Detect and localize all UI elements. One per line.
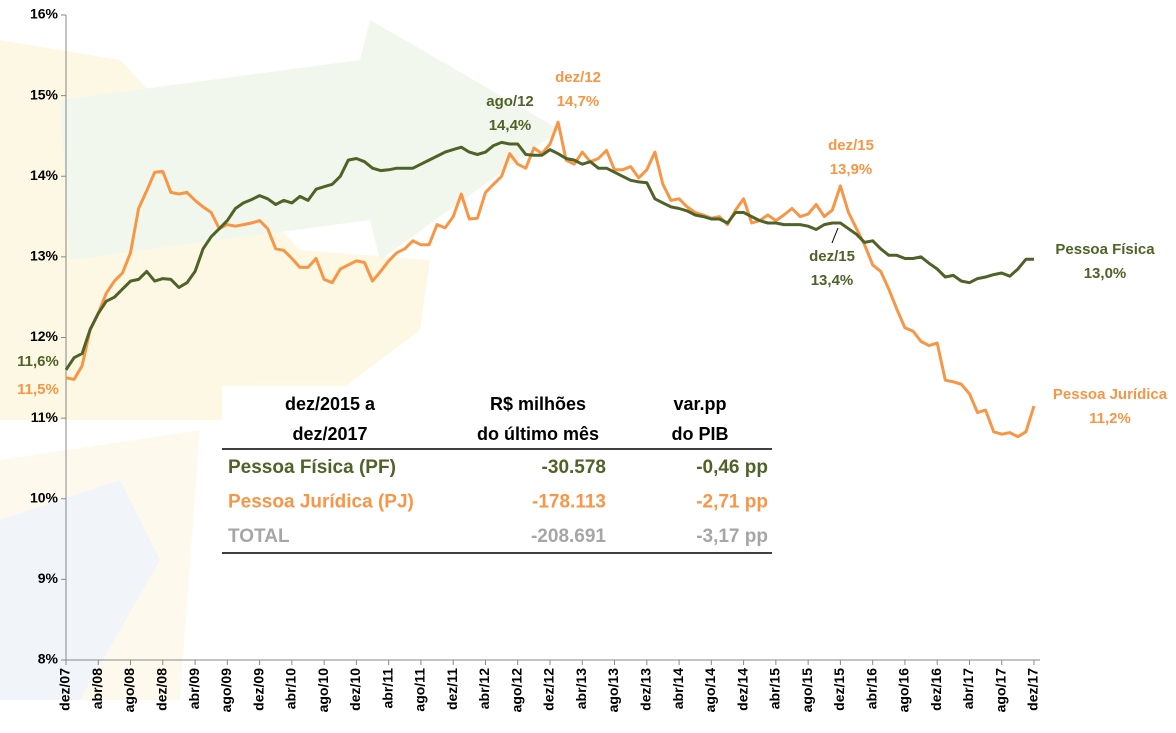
table-background	[222, 386, 774, 554]
x-tick-label: dez/10	[347, 668, 363, 711]
table-row-pp: -2,71 pp	[696, 492, 768, 513]
x-tick-label: ago/08	[121, 668, 137, 713]
table-row-label: Pessoa Física (PF)	[228, 457, 396, 478]
annotation: 11,5%	[17, 381, 59, 398]
x-tick-label: dez/15	[831, 668, 847, 711]
series-end-value: 11,2%	[1089, 410, 1131, 427]
bg-arrow	[0, 480, 160, 700]
y-tick-label: 8%	[38, 651, 59, 667]
x-tick-label: abr/16	[863, 668, 879, 709]
x-tick-label: ago/14	[702, 668, 718, 713]
x-tick-label: dez/11	[444, 668, 460, 710]
series-line	[65, 120, 1036, 439]
table-header: dez/2015 a	[285, 394, 376, 414]
leader-line	[831, 227, 839, 244]
annotation: 14,7%	[557, 93, 600, 110]
x-tick-label: abr/17	[960, 668, 976, 709]
series-label: Pessoa Física	[1055, 241, 1155, 258]
table-row-label: Pessoa Jurídica (PJ)	[228, 492, 414, 513]
annotation: 11,6%	[17, 353, 59, 370]
x-tick-label: abr/14	[670, 668, 686, 709]
y-tick-label: 11%	[31, 409, 59, 425]
x-tick-label: dez/13	[638, 668, 654, 711]
y-tick-label: 15%	[30, 86, 59, 102]
x-tick-label: ago/11	[412, 668, 428, 712]
table-row-value: -208.691	[531, 526, 606, 547]
x-tick-label: dez/07	[57, 668, 73, 711]
x-tick-label: abr/09	[186, 668, 202, 709]
table-row-value: -30.578	[542, 457, 606, 478]
y-tick-label: 10%	[30, 489, 59, 505]
table-header: var.pp	[673, 394, 726, 414]
x-tick-label: dez/16	[928, 668, 944, 711]
x-tick-label: ago/10	[315, 668, 331, 713]
table-row-label: TOTAL	[228, 526, 290, 547]
y-tick-label: 9%	[38, 570, 59, 586]
table-row-value: -178.113	[532, 492, 606, 513]
annotation: 14,4%	[489, 117, 532, 134]
x-tick-label: ago/13	[605, 668, 621, 713]
x-tick-label: abr/13	[573, 668, 589, 709]
y-tick-label: 16%	[30, 6, 59, 22]
y-tick-label: 14%	[30, 167, 59, 183]
annotation: dez/15	[809, 248, 855, 265]
annotation: ago/12	[486, 93, 534, 110]
x-tick-label: ago/16	[896, 668, 912, 713]
annotation: 13,9%	[830, 161, 873, 178]
x-tick-label: abr/10	[283, 668, 299, 709]
table-row-pp: -0,46 pp	[696, 457, 768, 478]
annotation: 13,4%	[811, 272, 854, 289]
x-tick-label: abr/08	[89, 668, 105, 709]
x-tick-label: dez/08	[154, 668, 170, 711]
annotation: dez/15	[828, 137, 874, 154]
series-line	[64, 140, 1034, 371]
x-tick-label: abr/15	[767, 668, 783, 709]
series-end-value: 13,0%	[1084, 265, 1127, 282]
x-tick-label: abr/11	[379, 668, 395, 709]
table-row-pp: -3,17 pp	[696, 526, 768, 547]
table-header: dez/2017	[292, 424, 367, 444]
table-header: R$ milhões	[490, 394, 586, 414]
annotation: dez/12	[555, 69, 601, 86]
x-tick-label: ago/12	[508, 668, 524, 713]
table-header: do último mês	[477, 424, 599, 444]
x-tick-label: ago/09	[218, 668, 234, 713]
x-tick-label: dez/12	[541, 668, 557, 711]
series-label: Pessoa Jurídica	[1053, 386, 1168, 403]
bg-arrow	[60, 20, 560, 260]
x-tick-label: dez/17	[1025, 668, 1041, 711]
y-tick-label: 13%	[30, 248, 59, 264]
table-header: do PIB	[672, 424, 729, 444]
x-tick-label: abr/12	[476, 668, 492, 709]
x-tick-label: ago/15	[799, 668, 815, 713]
x-tick-label: dez/14	[734, 668, 750, 711]
x-tick-label: ago/17	[992, 668, 1008, 713]
x-tick-label: dez/09	[250, 668, 266, 711]
background-arrows	[0, 20, 560, 700]
y-tick-label: 12%	[30, 328, 59, 344]
